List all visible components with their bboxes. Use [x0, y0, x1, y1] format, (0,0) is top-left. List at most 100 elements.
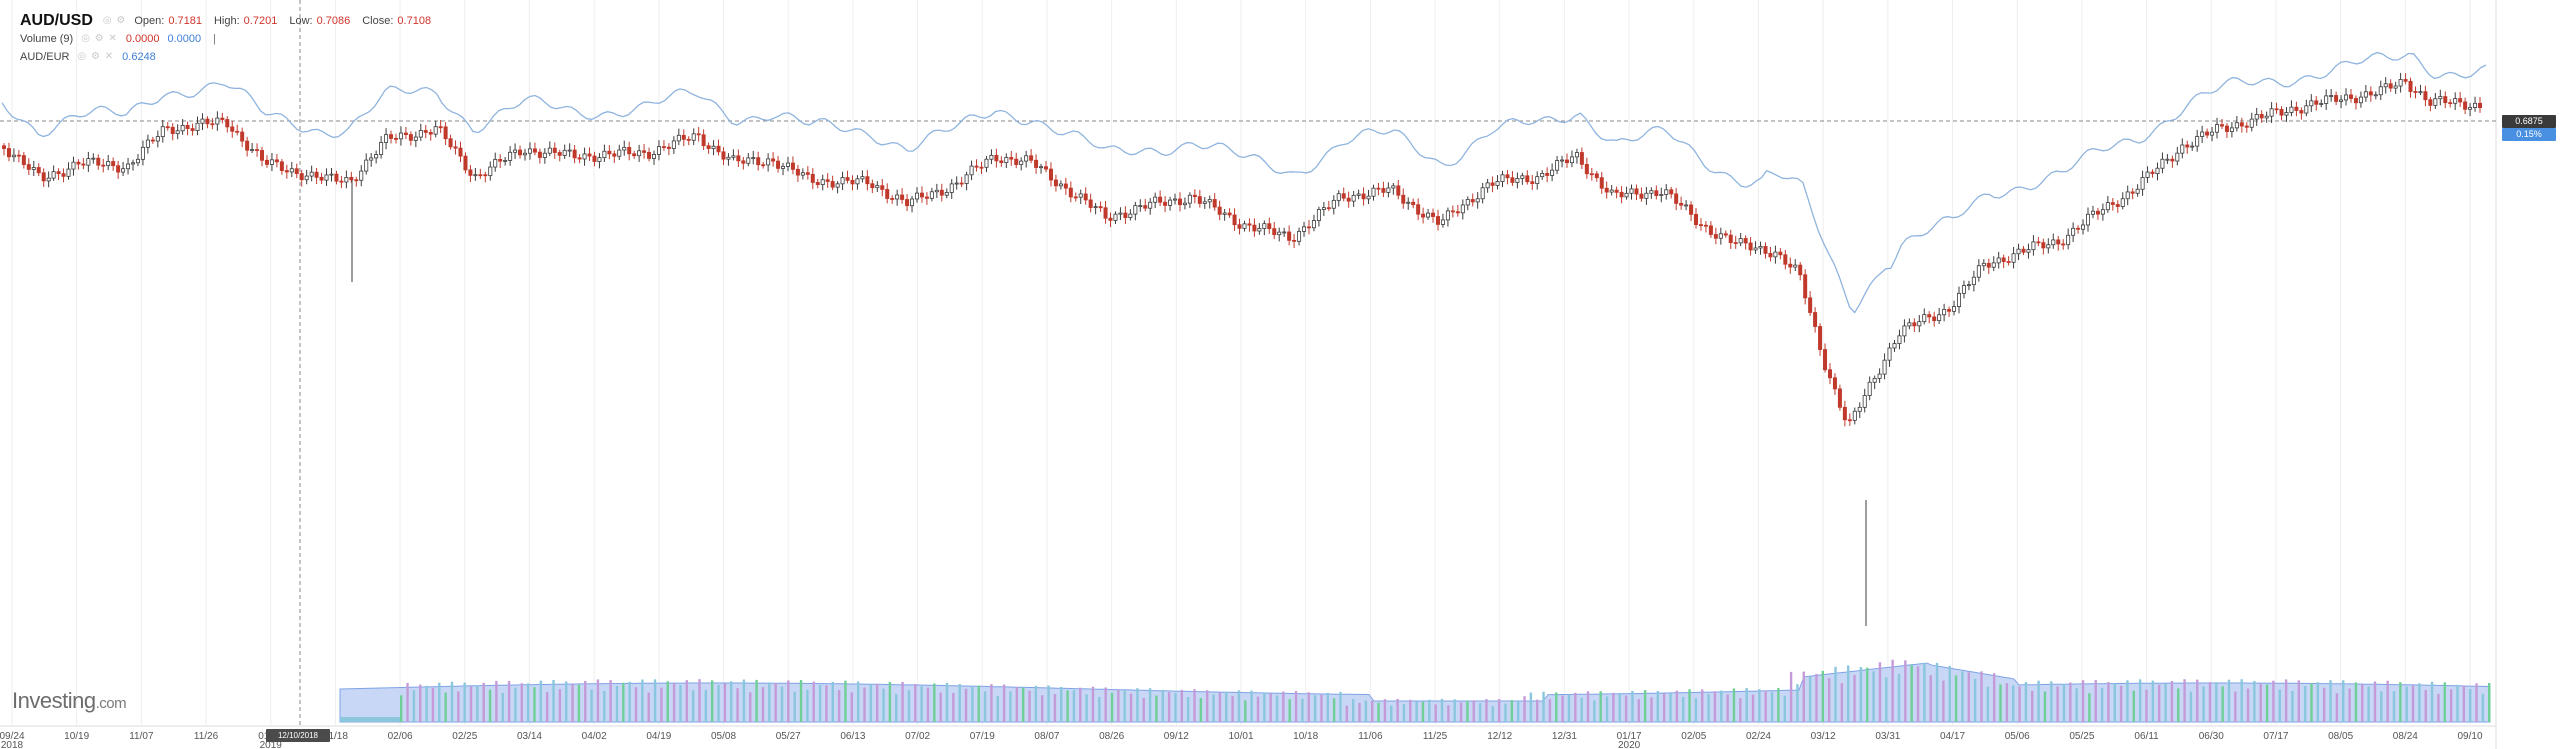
- volume-indicator-name[interactable]: Volume (9): [20, 33, 74, 45]
- x-axis-tick-label: 12/31: [1552, 731, 1577, 742]
- volume-bar: [1206, 690, 1209, 722]
- instrument-symbol[interactable]: AUD/USD: [20, 12, 93, 29]
- candle-body: [1956, 292, 1961, 307]
- volume-bar: [1859, 667, 1863, 722]
- candle-body: [716, 145, 721, 153]
- volume-bar: [507, 681, 511, 722]
- candle-body: [2219, 124, 2224, 127]
- candle-body: [2180, 144, 2185, 154]
- volume-bar: [2373, 681, 2377, 722]
- volume-bar: [1396, 698, 1399, 722]
- candle-body: [46, 177, 51, 182]
- candle-body: [1048, 168, 1053, 181]
- candle-body: [1475, 198, 1480, 203]
- volume-bar: [1948, 665, 1951, 722]
- candle-body: [527, 148, 532, 154]
- volume-bar: [1536, 699, 1539, 722]
- candle-body: [2428, 99, 2433, 106]
- volume-bar: [2107, 682, 2110, 722]
- candle-body: [1411, 201, 1416, 206]
- volume-bar: [1256, 696, 1260, 722]
- candle-body: [235, 130, 240, 133]
- volume-bar: [691, 690, 695, 722]
- candle-body: [2244, 125, 2249, 128]
- candle-body: [66, 168, 71, 177]
- legend-controls-icon[interactable]: ◎ ⚙: [102, 15, 127, 26]
- volume-bar: [863, 687, 866, 722]
- candle-body: [2150, 171, 2155, 174]
- candle-body: [1723, 233, 1728, 236]
- volume-bar: [1326, 692, 1329, 722]
- volume-bar: [2342, 680, 2345, 722]
- compare-percent-tag: 0.15%: [2502, 128, 2556, 141]
- candle-body: [225, 119, 230, 128]
- candle-body: [567, 149, 572, 152]
- candle-body: [810, 173, 815, 183]
- volume-bar: [1758, 689, 1761, 722]
- candle-body: [150, 139, 155, 142]
- candle-body: [1560, 159, 1565, 162]
- volume-bar: [2157, 684, 2161, 722]
- candle-body: [1555, 160, 1560, 171]
- volume-bar: [2145, 689, 2148, 722]
- volume-bar: [1929, 675, 1932, 722]
- candle-body: [850, 179, 855, 185]
- candle-body: [1326, 207, 1331, 210]
- candle-body: [51, 171, 56, 179]
- volume-bar: [2367, 686, 2370, 722]
- open-label: Open:: [134, 15, 165, 27]
- candle-body: [180, 125, 185, 132]
- volume-bar: [679, 685, 682, 722]
- logo-suffix-text: .com: [95, 695, 127, 712]
- candle-body: [2334, 95, 2339, 102]
- volume-bar: [812, 681, 815, 722]
- volume-bar: [1726, 694, 1729, 722]
- candle-body: [1053, 179, 1058, 187]
- candle-body: [1113, 213, 1118, 221]
- candle-body: [1257, 228, 1262, 232]
- candle-body: [185, 125, 190, 129]
- candle-body: [2190, 145, 2195, 148]
- candle-body: [1197, 196, 1202, 204]
- volume-bar: [577, 684, 581, 722]
- volume-bar: [1643, 690, 1647, 722]
- volume-value-1: 0.0000: [125, 33, 160, 45]
- volume-bar: [1047, 685, 1050, 722]
- volume-bar: [837, 690, 841, 722]
- volume-controls-icon[interactable]: ◎ ⚙ ✕: [81, 33, 118, 44]
- candle-body: [1768, 252, 1773, 258]
- x-axis-tick-label: 07/17: [2263, 731, 2288, 742]
- compare-symbol-name[interactable]: AUD/EUR: [20, 51, 70, 63]
- x-axis-tick-label: 02/06: [388, 731, 413, 742]
- candle-body: [1058, 183, 1063, 187]
- candle-body: [483, 174, 488, 177]
- chart-legend: AUD/USD ◎ ⚙ Open: 0.7181 High: 0.7201 Lo…: [20, 12, 443, 66]
- candle-body: [2, 145, 7, 149]
- candle-body: [1758, 246, 1763, 249]
- candle-body: [1644, 192, 1649, 199]
- volume-bar: [1980, 671, 1983, 722]
- candle-body: [418, 130, 423, 138]
- candle-body: [1713, 234, 1718, 239]
- candle-body: [592, 155, 597, 162]
- candle-body: [1128, 213, 1133, 218]
- volume-bar: [1904, 660, 1907, 722]
- candle-body: [1703, 224, 1708, 227]
- volume-bar: [545, 692, 549, 722]
- candle-body: [314, 171, 319, 178]
- volume-bar: [742, 679, 746, 722]
- volume-bar: [2253, 680, 2256, 722]
- volume-bar: [2018, 686, 2021, 722]
- compare-controls-icon[interactable]: ◎ ⚙ ✕: [77, 51, 115, 62]
- volume-bar: [914, 683, 917, 722]
- volume-bar: [1713, 691, 1717, 722]
- volume-bar: [647, 692, 650, 722]
- candle-body: [939, 189, 944, 196]
- volume-bar: [1066, 690, 1069, 722]
- candle-body: [845, 177, 850, 181]
- x-axis-tick-label: 03/14: [517, 731, 542, 742]
- candle-body: [944, 192, 949, 196]
- candle-body: [1088, 199, 1093, 208]
